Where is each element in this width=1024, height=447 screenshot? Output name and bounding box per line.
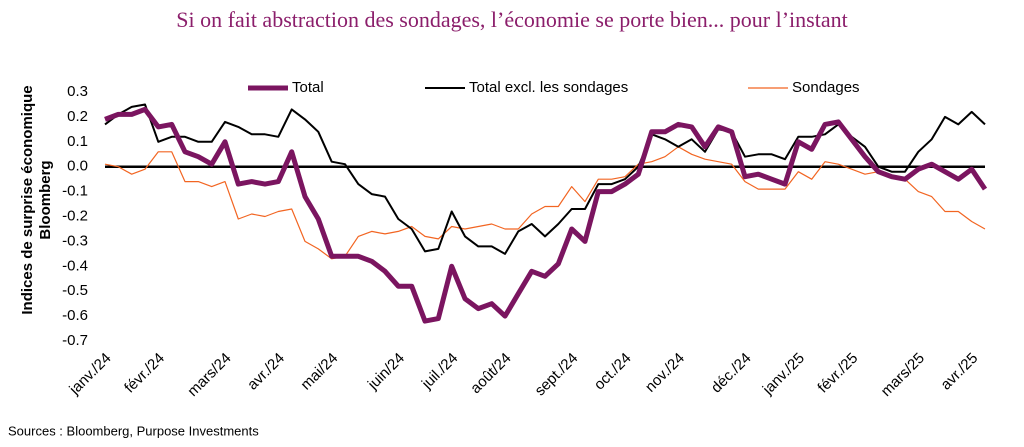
x-tick-label: févr./25 bbox=[814, 350, 861, 397]
legend-label: Total bbox=[292, 79, 324, 96]
y-tick-label: 0.1 bbox=[67, 133, 88, 150]
series-line bbox=[104, 146, 986, 260]
y-axis-label: Indices de surprise économique bbox=[19, 85, 36, 314]
y-tick-label: -0.4 bbox=[62, 257, 88, 274]
x-tick-label: janv./25 bbox=[759, 350, 808, 399]
y-tick-label: -0.6 bbox=[62, 307, 88, 324]
x-tick-label: août/24 bbox=[467, 350, 514, 397]
series-line bbox=[104, 106, 988, 324]
chart-title: Si on fait abstraction des sondages, l’é… bbox=[176, 7, 847, 32]
y-tick-label: -0.2 bbox=[62, 207, 88, 224]
y-tick-label: 0.0 bbox=[67, 158, 88, 175]
y-tick-label: -0.3 bbox=[62, 232, 88, 249]
x-tick-label: mars/24 bbox=[184, 350, 234, 400]
legend-label: Sondages bbox=[792, 79, 860, 96]
x-tick-label: avr./24 bbox=[244, 350, 288, 394]
x-tick-label: nov./24 bbox=[642, 350, 688, 396]
y-tick-label: -0.1 bbox=[62, 183, 88, 200]
y-axis-label: Bloomberg bbox=[37, 160, 54, 239]
x-tick-label: déc./24 bbox=[708, 350, 755, 397]
y-tick-label: 0.3 bbox=[67, 83, 88, 100]
y-tick-label: -0.5 bbox=[62, 282, 88, 299]
y-tick-label: 0.2 bbox=[67, 108, 88, 125]
x-tick-label: sept./24 bbox=[532, 350, 582, 400]
x-tick-label: oct./24 bbox=[591, 350, 635, 394]
x-tick-label: juil./24 bbox=[418, 350, 461, 393]
x-tick-label: mai/24 bbox=[297, 350, 341, 394]
x-tick-label: avr./25 bbox=[937, 350, 981, 394]
x-tick-label: janv./24 bbox=[66, 350, 115, 399]
y-tick-label: -0.7 bbox=[62, 332, 88, 349]
x-tick-label: févr./24 bbox=[121, 350, 168, 397]
legend-label: Total excl. les sondages bbox=[469, 79, 628, 96]
x-tick-label: juin/24 bbox=[364, 350, 408, 394]
x-tick-label: mars/25 bbox=[878, 350, 928, 400]
source: Sources : Bloomberg, Purpose Investments bbox=[8, 423, 259, 438]
